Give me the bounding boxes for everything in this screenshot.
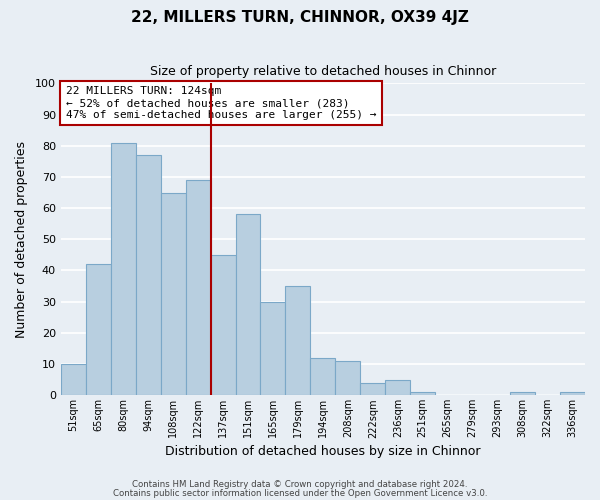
Text: Contains HM Land Registry data © Crown copyright and database right 2024.: Contains HM Land Registry data © Crown c… bbox=[132, 480, 468, 489]
X-axis label: Distribution of detached houses by size in Chinnor: Distribution of detached houses by size … bbox=[165, 444, 481, 458]
Bar bbox=[310, 358, 335, 396]
Bar bbox=[61, 364, 86, 396]
Y-axis label: Number of detached properties: Number of detached properties bbox=[15, 141, 28, 338]
Title: Size of property relative to detached houses in Chinnor: Size of property relative to detached ho… bbox=[150, 65, 496, 78]
Bar bbox=[410, 392, 435, 396]
Text: 22 MILLERS TURN: 124sqm
← 52% of detached houses are smaller (283)
47% of semi-d: 22 MILLERS TURN: 124sqm ← 52% of detache… bbox=[66, 86, 377, 120]
Bar bbox=[185, 180, 211, 396]
Bar bbox=[385, 380, 410, 396]
Bar bbox=[136, 155, 161, 396]
Bar bbox=[161, 192, 185, 396]
Bar bbox=[211, 255, 236, 396]
Bar bbox=[335, 361, 361, 396]
Bar bbox=[86, 264, 111, 396]
Text: 22, MILLERS TURN, CHINNOR, OX39 4JZ: 22, MILLERS TURN, CHINNOR, OX39 4JZ bbox=[131, 10, 469, 25]
Bar bbox=[236, 214, 260, 396]
Bar bbox=[510, 392, 535, 396]
Bar bbox=[286, 286, 310, 396]
Bar bbox=[111, 142, 136, 396]
Text: Contains public sector information licensed under the Open Government Licence v3: Contains public sector information licen… bbox=[113, 488, 487, 498]
Bar bbox=[260, 302, 286, 396]
Bar bbox=[361, 383, 385, 396]
Bar bbox=[560, 392, 585, 396]
